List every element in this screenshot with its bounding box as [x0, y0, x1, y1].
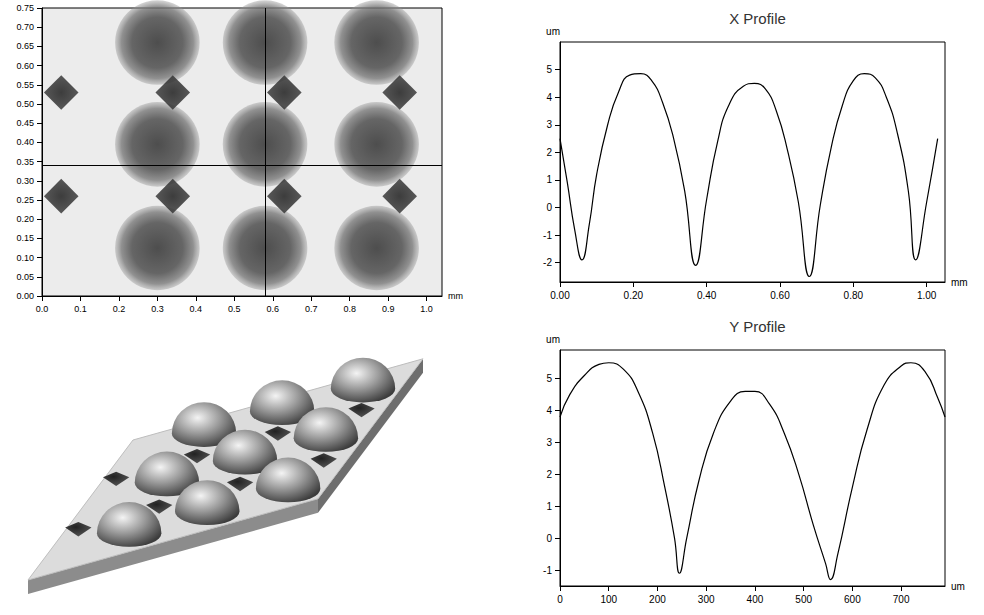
- svg-text:0: 0: [546, 202, 552, 213]
- svg-text:0.05: 0.05: [16, 272, 34, 282]
- svg-text:0.25: 0.25: [16, 195, 34, 205]
- svg-text:0.1: 0.1: [74, 304, 87, 314]
- svg-text:600: 600: [844, 594, 861, 605]
- svg-text:0.80: 0.80: [844, 290, 864, 301]
- svg-text:300: 300: [698, 594, 715, 605]
- svg-text:0.0: 0.0: [36, 304, 49, 314]
- svg-text:1: 1: [546, 501, 552, 512]
- svg-text:0.75: 0.75: [16, 3, 34, 13]
- svg-text:0.10: 0.10: [16, 253, 34, 263]
- svg-text:-2: -2: [543, 257, 552, 268]
- svg-text:0.2: 0.2: [113, 304, 126, 314]
- svg-text:0.8: 0.8: [343, 304, 356, 314]
- svg-text:100: 100: [600, 594, 617, 605]
- svg-text:0.6: 0.6: [267, 304, 280, 314]
- svg-text:0.3: 0.3: [151, 304, 164, 314]
- svg-text:0.40: 0.40: [16, 137, 34, 147]
- svg-text:5: 5: [546, 373, 552, 384]
- svg-text:0.60: 0.60: [770, 290, 790, 301]
- svg-text:um: um: [546, 26, 560, 37]
- svg-text:-1: -1: [543, 230, 552, 241]
- svg-text:0.20: 0.20: [16, 214, 34, 224]
- svg-text:2: 2: [546, 469, 552, 480]
- svg-text:400: 400: [747, 594, 764, 605]
- svg-text:um: um: [951, 581, 965, 592]
- svg-text:0: 0: [557, 594, 563, 605]
- svg-text:700: 700: [893, 594, 910, 605]
- svg-text:mm: mm: [448, 291, 463, 301]
- svg-text:-1: -1: [543, 565, 552, 576]
- svg-text:0.15: 0.15: [16, 233, 34, 243]
- svg-text:4: 4: [546, 405, 552, 416]
- svg-text:4: 4: [546, 92, 552, 103]
- svg-text:Y Profile: Y Profile: [729, 318, 785, 335]
- svg-text:0.50: 0.50: [16, 99, 34, 109]
- svg-text:0.30: 0.30: [16, 176, 34, 186]
- svg-text:0.9: 0.9: [382, 304, 395, 314]
- svg-text:3: 3: [546, 437, 552, 448]
- svg-text:0: 0: [546, 533, 552, 544]
- svg-text:1.00: 1.00: [917, 290, 937, 301]
- svg-text:0.55: 0.55: [16, 80, 34, 90]
- svg-text:0.7: 0.7: [305, 304, 318, 314]
- svg-text:500: 500: [795, 594, 812, 605]
- svg-text:0.60: 0.60: [16, 61, 34, 71]
- svg-text:1.0: 1.0: [420, 304, 433, 314]
- svg-text:X Profile: X Profile: [729, 10, 786, 27]
- svg-text:1: 1: [546, 174, 552, 185]
- svg-text:5: 5: [546, 64, 552, 75]
- svg-text:0.65: 0.65: [16, 41, 34, 51]
- svg-text:3: 3: [546, 119, 552, 130]
- svg-text:0.40: 0.40: [697, 290, 717, 301]
- svg-text:200: 200: [649, 594, 666, 605]
- svg-text:0.45: 0.45: [16, 118, 34, 128]
- svg-text:0.35: 0.35: [16, 157, 34, 167]
- svg-text:0.5: 0.5: [228, 304, 241, 314]
- svg-text:mm: mm: [951, 277, 968, 288]
- svg-text:0.70: 0.70: [16, 22, 34, 32]
- svg-text:0.00: 0.00: [550, 290, 570, 301]
- svg-text:0.00: 0.00: [16, 291, 34, 301]
- svg-text:0.4: 0.4: [190, 304, 203, 314]
- svg-text:2: 2: [546, 147, 552, 158]
- svg-text:um: um: [546, 334, 560, 345]
- svg-text:0.20: 0.20: [624, 290, 644, 301]
